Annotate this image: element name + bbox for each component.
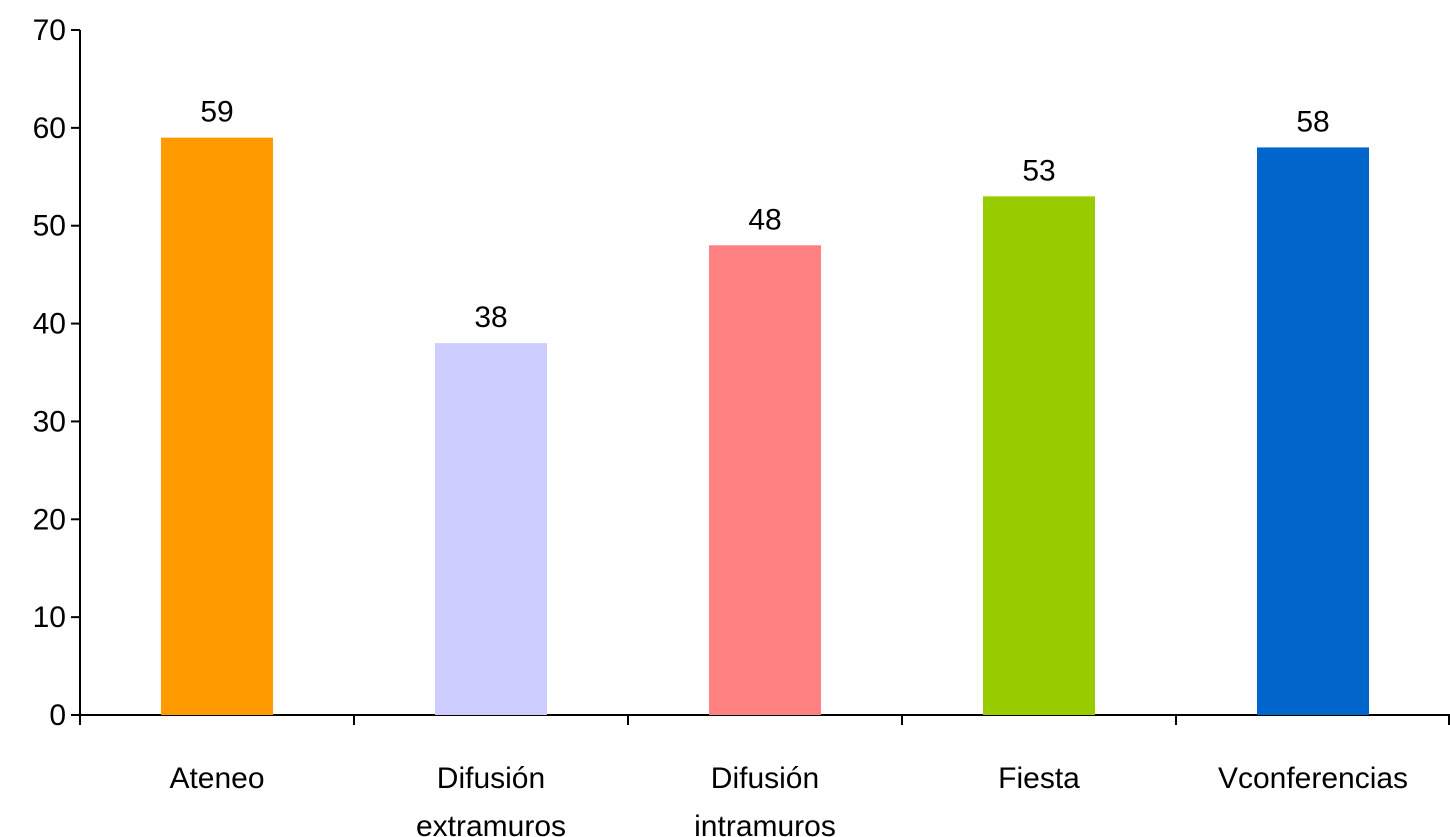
y-tick-label: 30: [33, 405, 66, 438]
data-label: 38: [474, 301, 507, 334]
y-tick-label: 50: [33, 210, 66, 243]
category-labels: Ateneo Difusión extramuros Difusión intramur…: [169, 762, 1408, 837]
y-tick-label: 20: [33, 503, 66, 536]
category-label: intramuros: [694, 810, 836, 837]
data-label: 48: [748, 203, 781, 236]
bar: [435, 343, 547, 715]
x-axis: [79, 714, 1450, 725]
bar: [983, 196, 1095, 715]
y-tick-label: 10: [33, 601, 66, 634]
y-tick-label: 40: [33, 308, 66, 341]
bars: [161, 137, 1369, 716]
category-label: Difusión: [711, 762, 819, 795]
y-tick-label: 70: [33, 14, 66, 47]
category-label: Ateneo: [169, 762, 264, 795]
bar: [1257, 147, 1369, 715]
category-label: Fiesta: [998, 762, 1080, 795]
category-label: Vconferencias: [1218, 762, 1408, 795]
bar: [709, 245, 821, 716]
data-label: 53: [1022, 154, 1055, 187]
data-labels: 59 38 48 53 58: [200, 96, 1329, 334]
y-tick-label: 60: [33, 112, 66, 145]
y-axis: 0 10 20 30 40 50 60 70: [33, 14, 81, 732]
data-label: 59: [200, 96, 233, 129]
category-label: extramuros: [416, 810, 566, 837]
data-label: 58: [1296, 105, 1329, 138]
category-label: Difusión: [437, 762, 545, 795]
y-tick-label: 0: [49, 699, 66, 732]
bar: [161, 137, 273, 716]
